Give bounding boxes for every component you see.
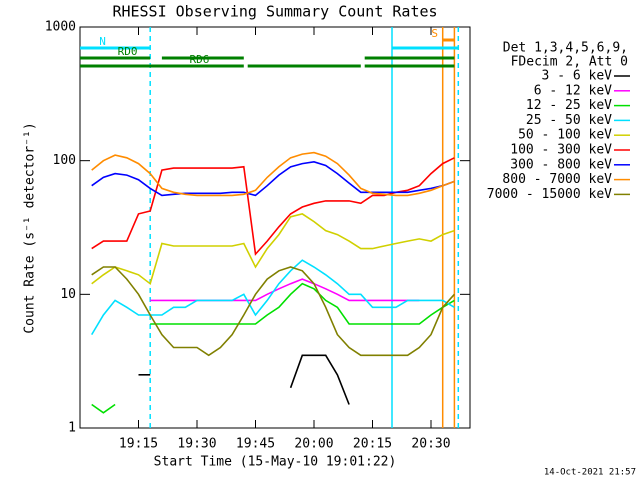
flag-label: S xyxy=(431,27,438,40)
x-axis-label: Start Time (15-May-10 19:01:22) xyxy=(154,455,397,470)
y-tick-label: 1 xyxy=(68,421,76,436)
legend-label: 6 - 12 keV xyxy=(534,83,612,98)
x-tick-label: 19:30 xyxy=(177,437,216,452)
x-tick-label: 20:30 xyxy=(411,437,450,452)
y-axis-label: Count Rate (s⁻¹ detector⁻¹) xyxy=(23,122,38,333)
y-tick-label: 1000 xyxy=(45,20,76,35)
series-line xyxy=(91,403,116,414)
flag-label: RD6 xyxy=(189,53,209,66)
plot-frame xyxy=(79,26,471,429)
series-line xyxy=(150,282,455,325)
flag-label: RD0 xyxy=(118,45,138,58)
legend-label: 50 - 100 keV xyxy=(518,128,612,143)
legend-label: 800 - 7000 keV xyxy=(502,172,612,187)
series-line xyxy=(91,151,455,197)
legend-header: FDecim 2, Att 0 xyxy=(511,55,628,70)
legend-label: 3 - 6 keV xyxy=(542,69,613,84)
legend-label: 100 - 300 keV xyxy=(510,143,612,158)
x-tick-label: 20:15 xyxy=(353,437,392,452)
x-tick-label: 20:00 xyxy=(294,437,333,452)
legend-header: Det 1,3,4,5,6,9, xyxy=(503,41,628,56)
series-line xyxy=(150,278,420,302)
series-line xyxy=(289,354,350,405)
legend-label: 12 - 25 keV xyxy=(526,98,612,113)
y-tick-label: 10 xyxy=(60,287,76,302)
chart-title: RHESSI Observing Summary Count Rates xyxy=(112,3,437,21)
series-line xyxy=(91,160,455,197)
flag-label: N xyxy=(99,35,106,48)
legend-label: 7000 - 15000 keV xyxy=(487,187,612,202)
series-line xyxy=(91,266,455,357)
x-tick-label: 19:45 xyxy=(236,437,275,452)
y-tick-label: 100 xyxy=(53,153,76,168)
x-tick-label: 19:15 xyxy=(119,437,158,452)
series-line xyxy=(91,213,455,286)
series-line xyxy=(91,259,455,336)
legend-label: 25 - 50 keV xyxy=(526,113,612,128)
footer: 14-Oct-2021 21:57 xyxy=(544,468,636,478)
legend-label: 300 - 800 keV xyxy=(510,157,612,172)
